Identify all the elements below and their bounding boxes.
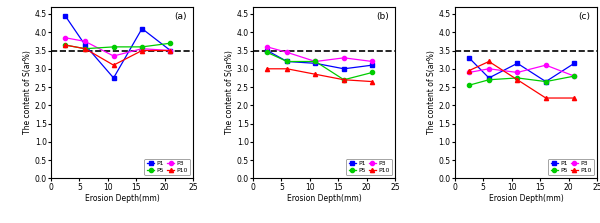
P5 bbox=[62, 44, 69, 46]
Line: P3: P3 bbox=[63, 36, 173, 58]
P1 bbox=[369, 64, 376, 66]
P10 bbox=[62, 44, 69, 46]
P10 bbox=[466, 69, 473, 72]
Line: P5: P5 bbox=[265, 50, 374, 82]
P1 bbox=[62, 14, 69, 17]
P10 bbox=[263, 68, 271, 70]
P5 bbox=[542, 80, 550, 83]
P5 bbox=[571, 75, 578, 77]
Line: P5: P5 bbox=[63, 41, 173, 51]
P3 bbox=[571, 75, 578, 77]
P3 bbox=[369, 60, 376, 63]
P10 bbox=[139, 49, 146, 52]
P1 bbox=[466, 56, 473, 59]
P1 bbox=[340, 68, 347, 70]
P1 bbox=[514, 62, 521, 65]
P1 bbox=[139, 27, 146, 30]
P1 bbox=[82, 44, 89, 46]
P5 bbox=[110, 45, 117, 48]
P3 bbox=[167, 49, 174, 52]
X-axis label: Erosion Depth(mm): Erosion Depth(mm) bbox=[287, 194, 361, 203]
P10 bbox=[514, 78, 521, 81]
Text: (b): (b) bbox=[377, 12, 389, 21]
P3 bbox=[542, 64, 550, 66]
P10 bbox=[167, 49, 174, 52]
P10 bbox=[485, 60, 493, 63]
P3 bbox=[485, 68, 493, 70]
P5 bbox=[82, 47, 89, 50]
P3 bbox=[139, 47, 146, 50]
P5 bbox=[312, 60, 319, 63]
P10 bbox=[571, 97, 578, 99]
P1 bbox=[110, 76, 117, 79]
P5 bbox=[263, 51, 271, 54]
Y-axis label: The content of S(ar%): The content of S(ar%) bbox=[23, 51, 32, 134]
P3 bbox=[340, 56, 347, 59]
P3 bbox=[466, 71, 473, 74]
P1 bbox=[571, 62, 578, 65]
P10 bbox=[340, 78, 347, 81]
P5 bbox=[485, 78, 493, 81]
P10 bbox=[110, 64, 117, 66]
X-axis label: Erosion Depth(mm): Erosion Depth(mm) bbox=[488, 194, 563, 203]
Legend: P1, P5, P3, P10: P1, P5, P3, P10 bbox=[145, 159, 190, 175]
P3 bbox=[283, 51, 290, 54]
Line: P3: P3 bbox=[265, 45, 374, 64]
Line: P10: P10 bbox=[63, 43, 173, 67]
P10 bbox=[542, 97, 550, 99]
P10 bbox=[283, 68, 290, 70]
P5 bbox=[167, 42, 174, 45]
P3 bbox=[110, 55, 117, 57]
Line: P3: P3 bbox=[467, 63, 577, 78]
P3 bbox=[514, 71, 521, 74]
P10 bbox=[369, 80, 376, 83]
Legend: P1, P5, P3, P10: P1, P5, P3, P10 bbox=[548, 159, 594, 175]
Line: P1: P1 bbox=[63, 14, 173, 80]
P3 bbox=[62, 36, 69, 39]
X-axis label: Erosion Depth(mm): Erosion Depth(mm) bbox=[85, 194, 160, 203]
P3 bbox=[263, 45, 271, 48]
Y-axis label: The content of S(ar%): The content of S(ar%) bbox=[225, 51, 234, 134]
P1 bbox=[485, 76, 493, 79]
Line: P1: P1 bbox=[265, 48, 374, 71]
P3 bbox=[82, 40, 89, 43]
Text: (a): (a) bbox=[175, 12, 187, 21]
P5 bbox=[340, 78, 347, 81]
P5 bbox=[514, 76, 521, 79]
Line: P10: P10 bbox=[467, 59, 577, 100]
P5 bbox=[139, 45, 146, 48]
P10 bbox=[82, 47, 89, 50]
P1 bbox=[263, 49, 271, 52]
P5 bbox=[283, 60, 290, 63]
Line: P1: P1 bbox=[467, 56, 577, 84]
Y-axis label: The content of S(ar%): The content of S(ar%) bbox=[427, 51, 436, 134]
Line: P10: P10 bbox=[265, 67, 374, 84]
Text: (c): (c) bbox=[578, 12, 590, 21]
P1 bbox=[283, 60, 290, 63]
P1 bbox=[167, 49, 174, 52]
P1 bbox=[312, 62, 319, 65]
P5 bbox=[466, 84, 473, 87]
P10 bbox=[312, 73, 319, 76]
P3 bbox=[312, 60, 319, 63]
P1 bbox=[542, 80, 550, 83]
Line: P5: P5 bbox=[467, 74, 577, 87]
Legend: P1, P5, P3, P10: P1, P5, P3, P10 bbox=[346, 159, 392, 175]
P5 bbox=[369, 71, 376, 74]
